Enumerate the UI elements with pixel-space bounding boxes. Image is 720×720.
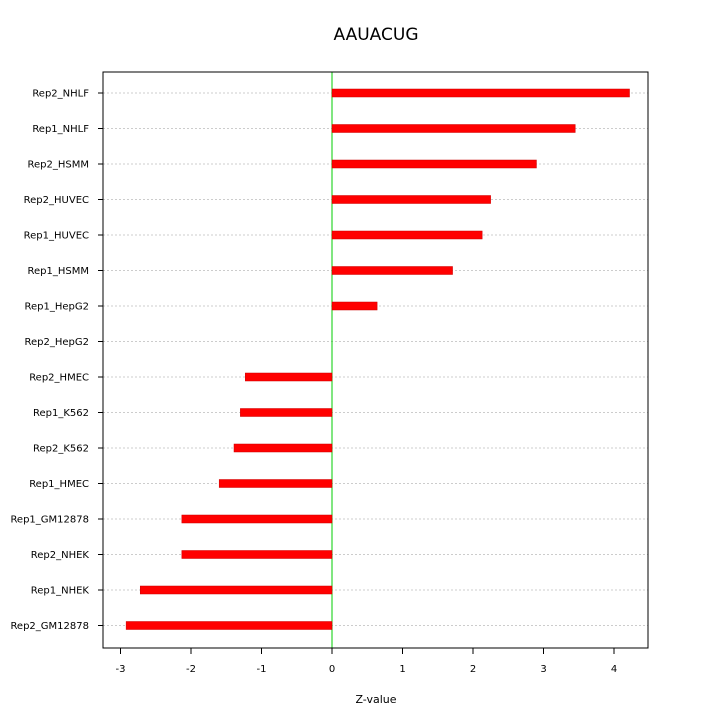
bar bbox=[331, 124, 576, 133]
x-tick-label: -3 bbox=[116, 664, 126, 675]
category-label: Rep2_GM12878 bbox=[10, 621, 89, 632]
category-label: Rep1_NHEK bbox=[31, 586, 90, 597]
category-label: Rep2_K562 bbox=[33, 444, 89, 455]
x-tick-label: 1 bbox=[399, 664, 405, 675]
category-label: Rep2_NHLF bbox=[32, 89, 89, 100]
grid-lines bbox=[103, 92, 648, 626]
x-axis: -3 -2 -1 0 1 2 3 4 bbox=[116, 647, 617, 675]
bar bbox=[245, 372, 333, 382]
bar bbox=[181, 550, 333, 559]
x-tick-label: -2 bbox=[186, 664, 196, 675]
category-label: Rep1_HSMM bbox=[28, 266, 89, 277]
category-label: Rep1_K562 bbox=[33, 408, 89, 419]
bar bbox=[331, 88, 630, 98]
category-label: Rep2_NHEK bbox=[31, 550, 90, 561]
category-label: Rep1_HUVEC bbox=[24, 231, 89, 242]
x-tick-label: 0 bbox=[329, 664, 335, 675]
category-label: Rep1_HepG2 bbox=[25, 302, 90, 313]
x-tick-label: 4 bbox=[611, 664, 617, 675]
x-tick-label: 3 bbox=[540, 664, 546, 675]
bar bbox=[181, 514, 333, 524]
bar bbox=[331, 159, 537, 169]
bar bbox=[331, 266, 453, 275]
plot-frame bbox=[102, 71, 649, 649]
bar bbox=[125, 621, 333, 630]
x-tick-label: -1 bbox=[257, 664, 267, 675]
x-tick-label: 2 bbox=[470, 664, 476, 675]
category-label: Rep2_HUVEC bbox=[24, 195, 89, 206]
bar bbox=[139, 585, 333, 595]
bar bbox=[233, 443, 333, 453]
bar bbox=[331, 230, 483, 240]
category-label: Rep1_HMEC bbox=[29, 479, 89, 490]
chart-title: AAUACUG bbox=[334, 25, 419, 45]
category-label: Rep2_HSMM bbox=[28, 160, 89, 171]
category-label: Rep1_NHLF bbox=[32, 124, 89, 135]
bars bbox=[125, 88, 630, 630]
bar bbox=[218, 479, 333, 488]
x-axis-title: Z-value bbox=[355, 693, 396, 706]
bar bbox=[240, 408, 333, 417]
category-label: Rep2_HepG2 bbox=[25, 337, 90, 348]
bar bbox=[331, 195, 491, 204]
category-labels: Rep2_NHLF Rep1_NHLF Rep2_HSMM Rep2_HUVEC Rep… bbox=[10, 89, 103, 632]
category-label: Rep2_HMEC bbox=[29, 373, 89, 384]
category-label: Rep1_GM12878 bbox=[10, 515, 89, 526]
bar bbox=[331, 301, 378, 311]
